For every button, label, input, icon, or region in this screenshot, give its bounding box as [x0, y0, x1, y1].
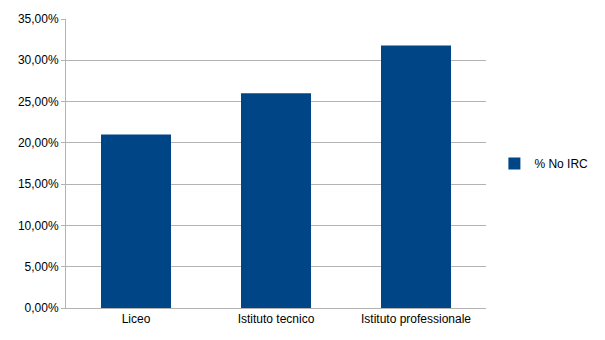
svg-text:% No IRC: % No IRC — [534, 157, 588, 171]
svg-text:Istituto professionale: Istituto professionale — [361, 312, 471, 326]
svg-text:30,00%: 30,00% — [18, 53, 59, 67]
svg-text:25,00%: 25,00% — [18, 95, 59, 109]
svg-text:15,00%: 15,00% — [18, 177, 59, 191]
svg-text:Istituto tecnico: Istituto tecnico — [238, 312, 315, 326]
svg-text:10,00%: 10,00% — [18, 219, 59, 233]
svg-text:5,00%: 5,00% — [25, 260, 59, 274]
svg-text:Liceo: Liceo — [122, 312, 151, 326]
svg-text:20,00%: 20,00% — [18, 136, 59, 150]
svg-text:35,00%: 35,00% — [18, 12, 59, 26]
svg-text:0,00%: 0,00% — [25, 301, 59, 315]
